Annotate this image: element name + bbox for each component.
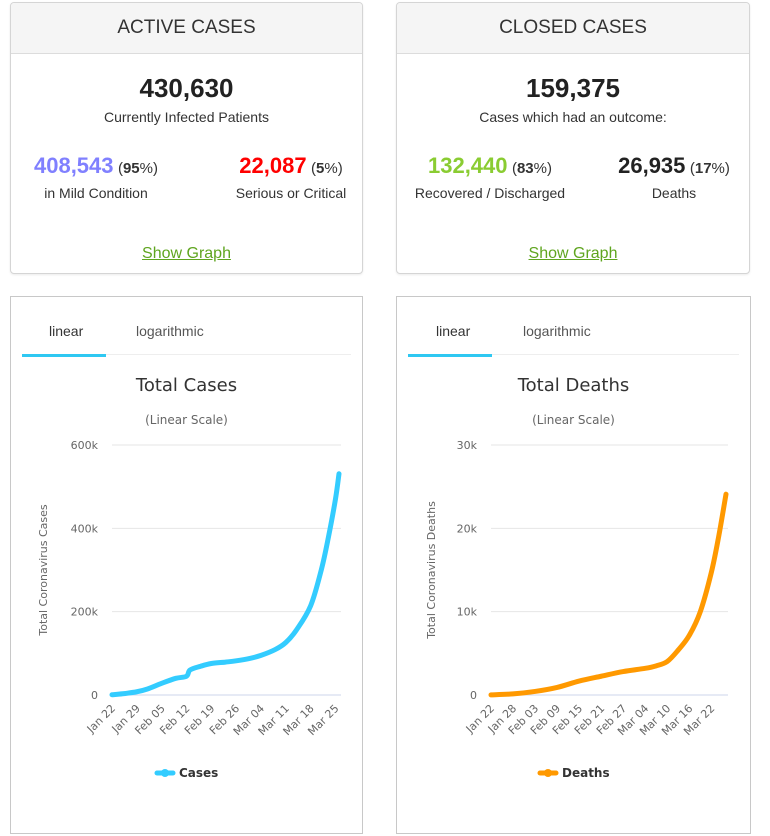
legend-item-deaths[interactable]: Deaths (537, 766, 610, 780)
serious-critical-label: Serious or Critical (235, 185, 347, 201)
total-deaths-chart-card: linear logarithmic Total Deaths (Linear … (396, 296, 751, 834)
chart-subtitle: (Linear Scale) (532, 413, 615, 427)
legend-symbol-marker (161, 769, 169, 777)
active-cases-total-label: Currently Infected Patients (104, 109, 269, 125)
recovered-label: Recovered / Discharged (414, 185, 566, 201)
y-tick-label: 600k (71, 439, 99, 452)
y-tick-label: 200k (71, 606, 99, 619)
legend-symbol-marker (544, 769, 552, 777)
mild-condition-percent: (95%) (117, 160, 158, 177)
deaths-percent: (17%) (689, 160, 730, 177)
y-axis-title: Total Coronavirus Deaths (425, 501, 438, 640)
closed-cases-total: 159,375 (526, 73, 620, 103)
active-cases-header: ACTIVE CASES (11, 3, 362, 54)
serious-critical-percent: (5%) (311, 160, 343, 177)
total-cases-chart-card: linear logarithmic Total Cases (Linear S… (10, 296, 363, 834)
y-tick-label: 10k (457, 606, 478, 619)
deaths-stat: 26,935 (17%) Deaths (609, 153, 739, 201)
closed-cases-header: CLOSED CASES (397, 3, 749, 54)
active-cases-total: 430,630 (139, 73, 234, 103)
y-axis-title: Total Coronavirus Cases (37, 504, 50, 637)
tab-cases-linear[interactable]: linear (49, 323, 84, 339)
mild-condition-label: in Mild Condition (44, 185, 148, 201)
y-tick-label: 30k (457, 439, 478, 452)
mild-condition-stat: 408,543 (95%) in Mild Condition (21, 153, 171, 201)
y-tick-label: 0 (91, 689, 98, 702)
legend-label: Cases (179, 766, 218, 780)
y-tick-label: 20k (457, 522, 478, 535)
closed-cases-card: CLOSED CASES 159,375 Cases which had an … (396, 2, 750, 274)
cases-scale-tabs: linear logarithmic (22, 297, 351, 357)
serious-critical-stat: 22,087 (5%) Serious or Critical (221, 153, 361, 201)
recovered-stat: 132,440 (83%) Recovered / Discharged (405, 153, 575, 201)
active-cases-show-graph-link[interactable]: Show Graph (142, 245, 231, 262)
series-line-cases (109, 471, 342, 698)
legend-label: Deaths (562, 766, 610, 780)
closed-cases-total-label: Cases which had an outcome: (479, 109, 667, 125)
serious-critical-value: 22,087 (239, 153, 307, 178)
chart-title: Total Cases (135, 375, 238, 396)
active-cases-card: ACTIVE CASES 430,630 Currently Infected … (10, 2, 363, 274)
deaths-label: Deaths (651, 185, 697, 201)
legend-item-cases[interactable]: Cases (154, 766, 218, 780)
chart-title: Total Deaths (517, 375, 630, 396)
mild-condition-value: 408,543 (33, 153, 114, 178)
active-tab-indicator (408, 354, 492, 357)
tab-deaths-linear[interactable]: linear (436, 323, 471, 339)
chart-subtitle: (Linear Scale) (145, 413, 228, 427)
y-tick-label: 0 (470, 689, 477, 702)
y-tick-label: 400k (71, 522, 99, 535)
deaths-scale-tabs: linear logarithmic (408, 297, 739, 357)
recovered-value: 132,440 (427, 153, 508, 178)
series-line-deaths (488, 491, 729, 698)
tab-cases-logarithmic[interactable]: logarithmic (136, 323, 204, 339)
closed-cases-show-graph-link[interactable]: Show Graph (528, 245, 618, 262)
deaths-value: 26,935 (618, 153, 686, 178)
recovered-percent: (83%) (511, 160, 552, 177)
tab-deaths-logarithmic[interactable]: logarithmic (523, 323, 591, 339)
active-tab-indicator (22, 354, 106, 357)
